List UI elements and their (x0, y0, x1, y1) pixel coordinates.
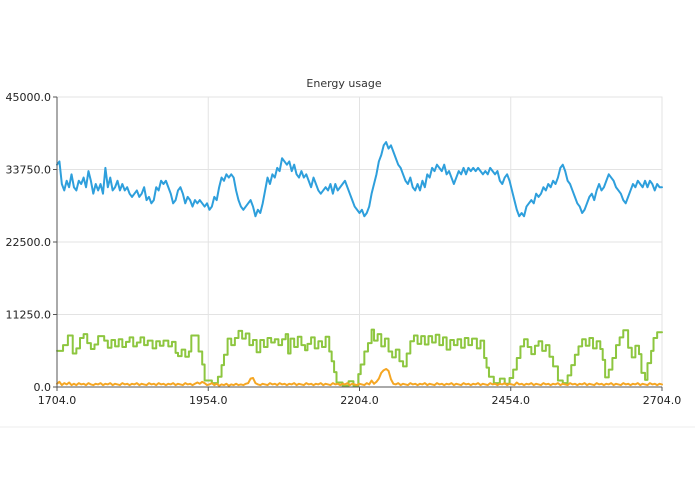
x-tick-label: 2454.0 (492, 394, 531, 407)
x-tick-label: 2704.0 (643, 394, 682, 407)
x-tick-label: 1954.0 (189, 394, 228, 407)
x-axis-tick-labels: 1704.0 1954.0 2204.0 2454.0 2704.0 (38, 387, 682, 407)
x-tick-label: 1704.0 (38, 394, 77, 407)
y-axis-tick-labels: 0.0 11250.0 22500.0 33750.0 45000.0 (6, 91, 57, 394)
x-tick-label: 2204.0 (340, 394, 379, 407)
y-tick-label: 33750.0 (6, 164, 52, 177)
y-tick-label: 11250.0 (6, 309, 52, 322)
grid-lines (57, 96, 663, 387)
y-tick-label: 45000.0 (6, 91, 52, 104)
series-lines (56, 141, 663, 387)
series-line-3 (56, 367, 663, 387)
chart-title: Energy usage (306, 77, 381, 90)
series-line-1 (56, 141, 663, 218)
y-tick-label: 0.0 (34, 381, 52, 394)
y-tick-label: 22500.0 (6, 236, 52, 249)
series-line-2 (56, 328, 663, 387)
